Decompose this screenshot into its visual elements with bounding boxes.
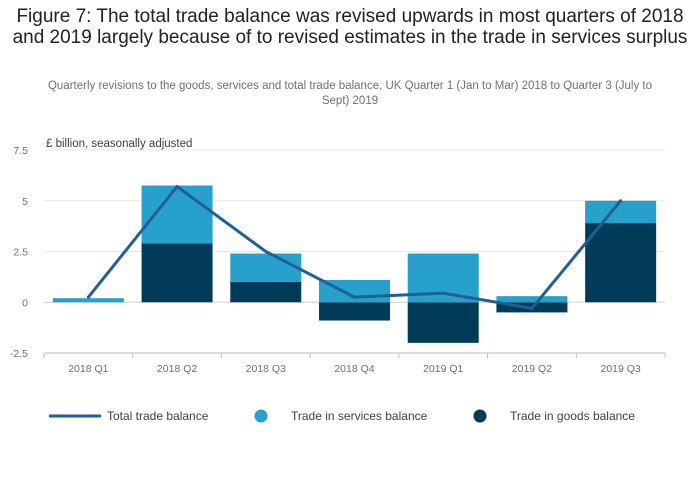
y-tick-label: 7.5 bbox=[13, 145, 28, 157]
legend-circle-marker bbox=[254, 409, 268, 423]
legend-label: Trade in goods balance bbox=[510, 409, 635, 423]
bar-trade-in-goods-balance bbox=[585, 223, 657, 303]
bar-trade-in-goods-balance bbox=[141, 243, 213, 303]
bar-trade-in-services-balance bbox=[496, 296, 568, 303]
line-point bbox=[441, 291, 445, 295]
x-tick-label: 2018 Q4 bbox=[334, 363, 374, 375]
bar-trade-in-services-balance bbox=[141, 185, 213, 244]
bar-trade-in-services-balance bbox=[585, 200, 657, 224]
x-tick-label: 2018 Q2 bbox=[157, 363, 197, 375]
y-tick-label: 0 bbox=[22, 297, 28, 309]
y-axis-label: £ billion, seasonally adjusted bbox=[46, 138, 192, 150]
line-point bbox=[530, 306, 534, 310]
bar-trade-in-goods-balance bbox=[407, 302, 479, 343]
y-tick-label: -2.5 bbox=[10, 348, 28, 360]
line-point bbox=[264, 250, 268, 253]
bar-trade-in-goods-balance bbox=[230, 281, 302, 303]
y-tick-label: 2.5 bbox=[13, 247, 28, 259]
x-tick-label: 2019 Q2 bbox=[512, 363, 552, 375]
line-point bbox=[619, 199, 623, 203]
legend-label: Trade in services balance bbox=[291, 409, 428, 423]
chart-title: Figure 7: The total trade balance was re… bbox=[12, 6, 688, 48]
line-point bbox=[86, 295, 90, 299]
line-point bbox=[353, 295, 356, 299]
line-point bbox=[175, 185, 179, 189]
bar-trade-in-services-balance bbox=[230, 253, 302, 282]
x-tick-label: 2018 Q1 bbox=[68, 363, 108, 375]
x-tick-label: 2019 Q3 bbox=[600, 363, 640, 375]
bar-trade-in-services-balance bbox=[52, 298, 124, 303]
chart-subtitle: Quarterly revisions to the goods, servic… bbox=[47, 80, 653, 107]
y-tick-label: 5 bbox=[22, 196, 28, 208]
x-tick-label: 2018 Q3 bbox=[246, 363, 286, 375]
bar-trade-in-goods-balance bbox=[319, 302, 390, 321]
legend-label: Total trade balance bbox=[107, 409, 209, 423]
x-tick-label: 2019 Q1 bbox=[423, 363, 463, 375]
legend-circle-marker bbox=[473, 409, 487, 423]
